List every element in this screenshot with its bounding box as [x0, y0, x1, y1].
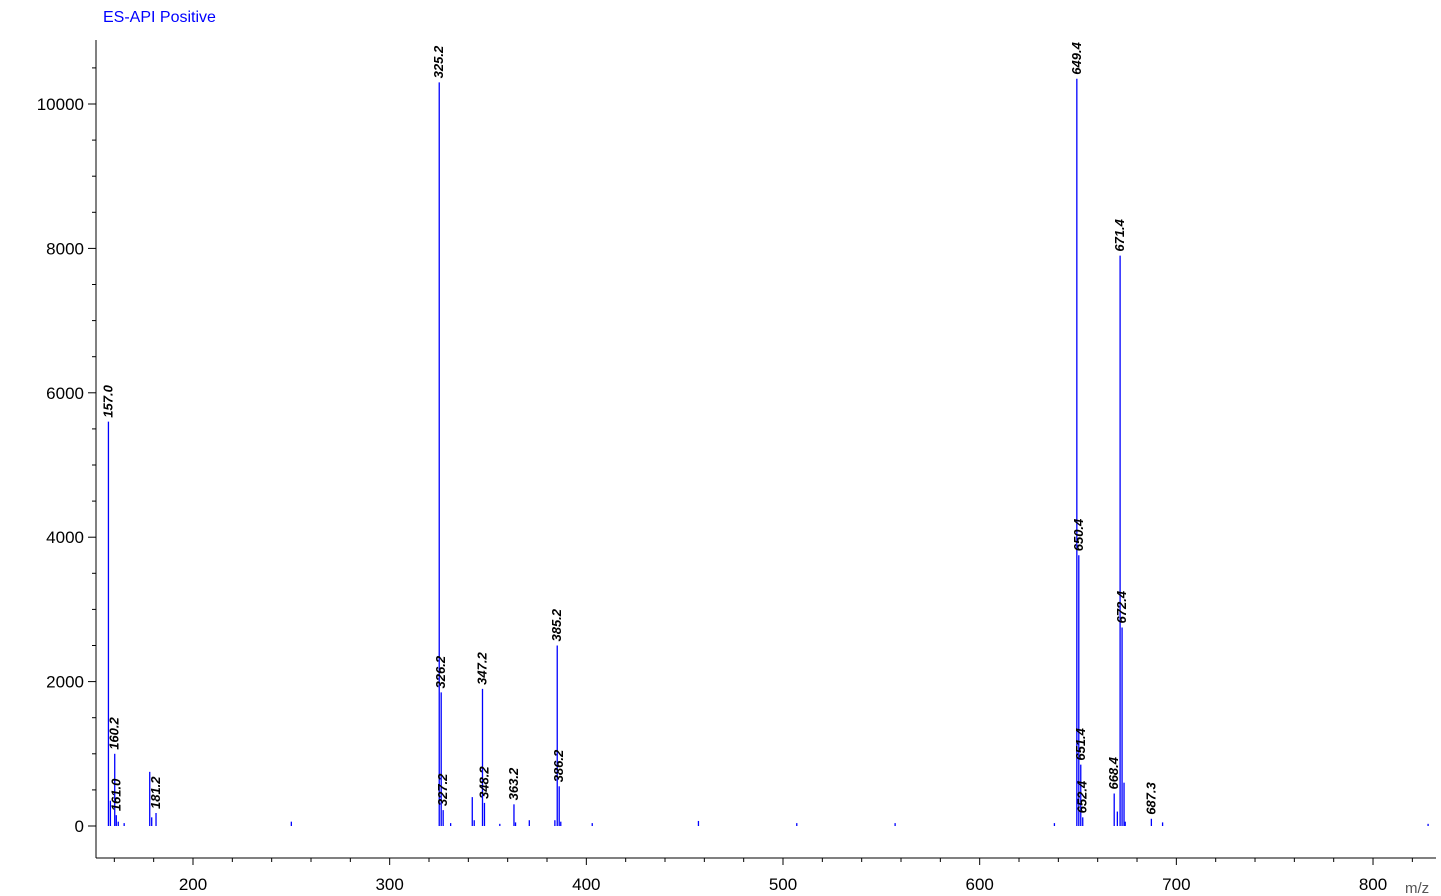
peak-label: 652.4 — [1075, 780, 1090, 813]
x-tick-label: 700 — [1162, 875, 1190, 894]
peak-label: 327.2 — [435, 773, 450, 806]
peak-label: 672.4 — [1114, 590, 1129, 623]
x-tick-label: 400 — [572, 875, 600, 894]
chart-title: ES-API Positive — [103, 9, 216, 26]
peak-label: 160.2 — [107, 716, 122, 749]
peak-label: 363.2 — [506, 767, 521, 800]
x-axis-unit-label: m/z — [1405, 880, 1429, 896]
x-tick-label: 600 — [965, 875, 993, 894]
y-tick-label: 2000 — [46, 673, 84, 692]
y-tick-label: 0 — [75, 817, 84, 836]
x-tick-label: 800 — [1359, 875, 1387, 894]
peak-label: 650.4 — [1071, 518, 1086, 551]
peak-label: 649.4 — [1069, 41, 1084, 74]
y-tick-label: 10000 — [37, 95, 84, 114]
peak-label: 326.2 — [433, 655, 448, 688]
y-tick-label: 8000 — [46, 239, 84, 258]
peak-label: 385.2 — [549, 608, 564, 641]
y-tick-label: 4000 — [46, 528, 84, 547]
peak-label: 161.0 — [108, 778, 123, 811]
peak-label: 671.4 — [1112, 218, 1127, 251]
peak-label: 386.2 — [551, 749, 566, 782]
peak-label: 347.2 — [474, 652, 489, 685]
x-tick-label: 200 — [179, 875, 207, 894]
peak-label: 157.0 — [100, 384, 115, 417]
peak-label: 651.4 — [1073, 727, 1088, 760]
x-tick-label: 300 — [375, 875, 403, 894]
peak-label: 325.2 — [431, 45, 446, 78]
peak-label: 348.2 — [476, 766, 491, 799]
x-tick-label: 500 — [769, 875, 797, 894]
peak-label: 687.3 — [1143, 781, 1158, 814]
peak-label: 181.2 — [148, 776, 163, 809]
y-tick-label: 6000 — [46, 384, 84, 403]
peak-label: 668.4 — [1106, 756, 1121, 789]
